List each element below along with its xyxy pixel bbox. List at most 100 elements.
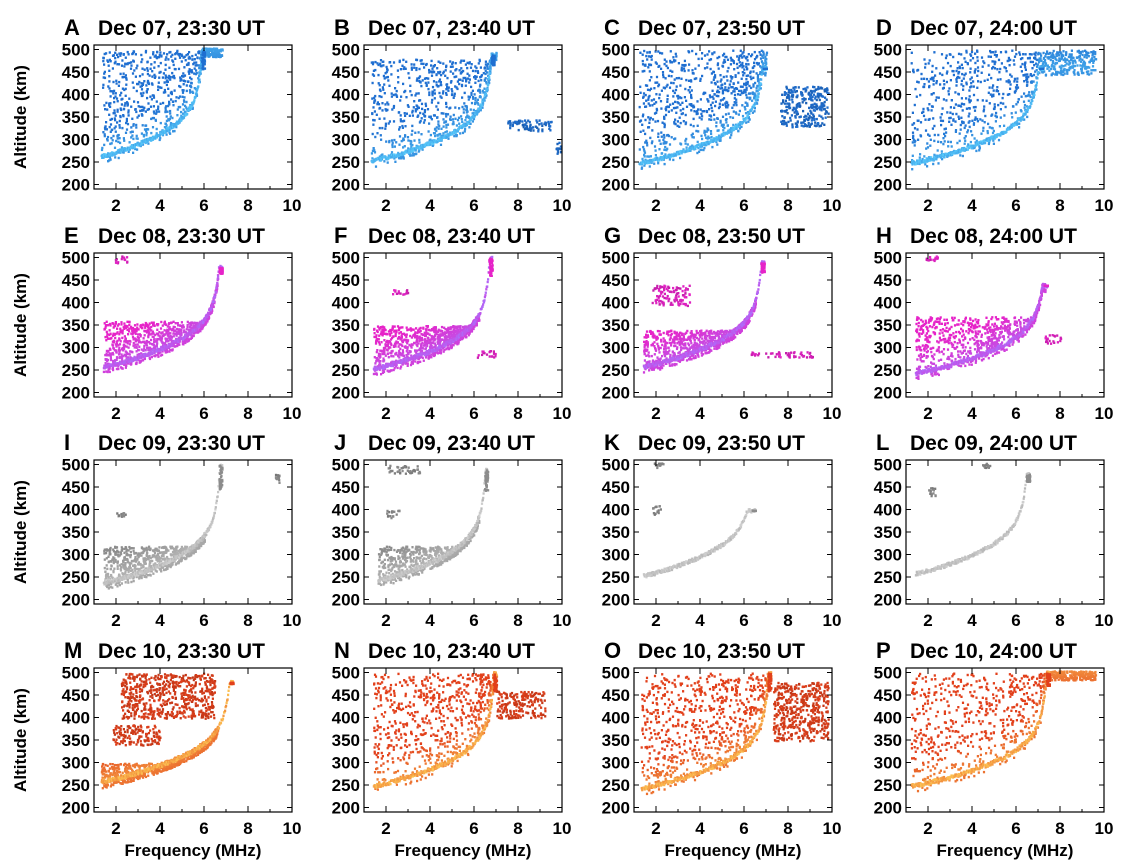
echo-point [648, 79, 651, 82]
echo-point [732, 103, 735, 107]
echo-point [1042, 51, 1045, 55]
echo-point [752, 70, 755, 73]
echo-point [639, 91, 642, 94]
echo-point [385, 109, 388, 112]
echo-point [122, 53, 125, 56]
echo-point [814, 95, 817, 98]
echo-point [164, 63, 167, 67]
echo-point [463, 102, 466, 105]
echo-point [968, 107, 971, 110]
echo-point [740, 77, 743, 80]
echo-point [729, 116, 732, 119]
echo-point [417, 150, 420, 153]
echo-point [381, 126, 384, 130]
echo-point [1055, 58, 1058, 62]
echo-point [417, 106, 420, 109]
echo-point [440, 127, 443, 130]
echo-point [916, 119, 919, 122]
echo-point [544, 123, 547, 127]
echo-point [708, 108, 711, 111]
echo-point [789, 119, 792, 122]
echo-point [746, 104, 749, 107]
echo-point [731, 59, 734, 62]
echo-point [674, 100, 677, 104]
echo-point [127, 114, 130, 117]
echo-point [687, 79, 691, 82]
echo-point [198, 57, 202, 60]
echo-point [220, 54, 223, 57]
echo-point [392, 61, 396, 64]
echo-point [733, 93, 737, 97]
echo-point [150, 98, 153, 101]
trace-point [720, 134, 723, 138]
echo-point [529, 129, 532, 132]
echo-point [115, 53, 119, 56]
echo-point [989, 93, 992, 96]
echo-point [916, 128, 919, 131]
echo-point [485, 71, 489, 74]
echo-point [452, 122, 455, 126]
y-tick-label: 350 [332, 108, 360, 127]
echo-point [657, 65, 660, 68]
echo-point [669, 69, 672, 72]
echo-point [994, 114, 997, 117]
echo-point [536, 121, 539, 124]
echo-point [690, 95, 693, 99]
echo-point [1032, 80, 1035, 83]
echo-point [413, 63, 416, 66]
echo-point [1088, 66, 1091, 69]
echo-point [666, 98, 669, 101]
echo-point [1076, 64, 1079, 67]
echo-point [821, 105, 825, 108]
echo-point [145, 129, 148, 133]
echo-point [639, 130, 642, 133]
echo-point [716, 89, 719, 92]
echo-point [734, 74, 737, 77]
echo-point [1023, 103, 1027, 107]
echo-point [466, 115, 469, 119]
echo-point [947, 145, 950, 148]
echo-point [750, 54, 753, 58]
echo-point [392, 120, 396, 123]
echo-point [127, 109, 130, 112]
echo-point [479, 83, 482, 86]
echo-point [435, 129, 438, 133]
echo-point [146, 60, 149, 63]
echo-point [194, 72, 197, 76]
echo-point [460, 67, 463, 70]
echo-point [437, 84, 440, 88]
echo-point [919, 93, 922, 97]
echo-point [141, 124, 144, 127]
echo-point [638, 148, 641, 151]
echo-point [507, 120, 510, 123]
echo-point [783, 119, 786, 123]
echo-point [452, 72, 455, 75]
echo-point [165, 124, 168, 127]
echo-point [1065, 52, 1068, 55]
trace-point [694, 147, 697, 150]
echo-point [663, 136, 666, 139]
echo-point [108, 58, 111, 62]
echo-point [378, 155, 381, 158]
echo-point [824, 112, 827, 115]
echo-point [784, 121, 787, 124]
echo-point [152, 110, 155, 113]
echo-point [438, 78, 442, 81]
echo-point [158, 138, 161, 142]
echo-point [380, 95, 383, 99]
echo-point [141, 73, 144, 76]
echo-point [118, 126, 121, 129]
echo-point [973, 137, 976, 140]
echo-point [995, 54, 998, 57]
echo-point [421, 79, 424, 82]
echo-point [547, 120, 550, 124]
echo-point [113, 89, 116, 93]
trace-point [1021, 117, 1024, 120]
trace-point [450, 133, 453, 136]
echo-point [949, 111, 952, 114]
echo-point [740, 125, 743, 128]
echo-point [825, 98, 828, 101]
echo-point [664, 77, 667, 80]
echo-point [123, 88, 126, 92]
echo-point [715, 140, 718, 144]
